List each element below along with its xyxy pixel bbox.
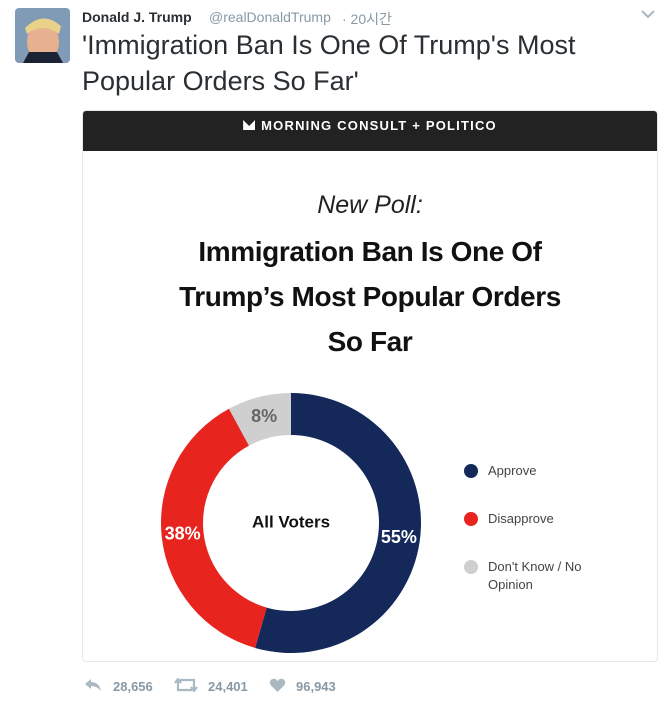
header-text: MORNING CONSULT + POLITICO [261,118,497,133]
legend-label: Disapprove [488,511,554,526]
avatar[interactable] [15,8,70,63]
value-label: 8% [251,406,277,426]
donut-segment [255,393,422,653]
reply-icon[interactable] [84,678,102,692]
like-icon[interactable] [269,678,286,693]
chart: 55% 38% 8% All Voters Approve Disapprove Don't… [161,393,582,653]
legend-item: Disapprove [488,511,554,526]
center-label: All Voters [252,512,330,531]
legend-label: Don't Know / No Opinion [488,559,582,592]
chart-title: Immigration Ban Is One Of Trump’s Most P… [179,236,561,357]
donut-segment [228,393,291,446]
retweet-icon[interactable] [174,678,198,692]
legend-marker [464,512,478,526]
legend-label: Approve [488,463,537,478]
like-count[interactable]: 96,943 [296,679,336,694]
value-label: 38% [165,524,201,544]
legend-item: Approve [488,463,537,478]
reply-count[interactable]: 28,656 [113,679,153,694]
value-label: 55% [381,527,417,547]
retweet-count[interactable]: 24,401 [208,679,248,694]
legend-marker [464,560,478,574]
chart-subtitle: New Poll: [317,191,423,219]
timestamp[interactable]: · 20시간 [342,11,392,27]
donut-segment [161,408,267,648]
author-name[interactable]: Donald J. Trump [82,9,192,25]
legend-item: Don't Know / No Opinion [488,559,582,592]
menu-chevron[interactable] [641,9,655,19]
legend-marker [464,464,478,478]
tweet-text: 'Immigration Ban Is One Of Trump's Most … [82,30,576,96]
media-card[interactable]: MORNING CONSULT + POLITICO New Poll: Imm… [82,110,658,662]
card-header: MORNING CONSULT + POLITICO [83,111,657,151]
author-handle[interactable]: @realDonaldTrump [209,9,331,25]
